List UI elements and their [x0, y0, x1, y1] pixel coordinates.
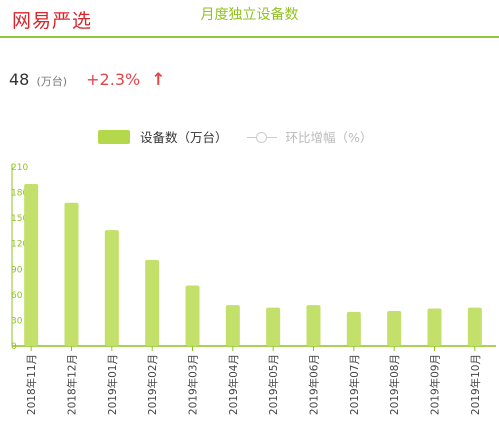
kpi-unit: (万台) — [36, 75, 68, 88]
x-tick-label: 2019年07月 — [348, 354, 361, 415]
bar-2019年03月[interactable] — [185, 285, 200, 346]
y-tick-label: 0 — [11, 342, 17, 352]
y-tick-label: 210 — [11, 163, 28, 173]
x-tick-label: 2019年08月 — [388, 354, 401, 415]
y-tick-label: 30 — [11, 316, 23, 326]
bar-2019年07月[interactable] — [346, 311, 361, 346]
bar-2019年04月[interactable] — [225, 305, 240, 346]
x-tick-label: 2018年11月 — [25, 354, 38, 415]
x-tick-label: 2019年02月 — [146, 354, 159, 415]
page-title: 月度独立设备数 — [200, 7, 299, 23]
legend-label-devices[interactable]: 设备数（万台） — [139, 130, 228, 145]
x-tick-label: 2019年03月 — [187, 354, 200, 415]
x-tick-label: 2018年12月 — [66, 354, 79, 415]
brand-logo: 网易严选 — [12, 10, 93, 32]
x-tick-label: 2019年01月 — [106, 354, 119, 415]
x-tick-label: 2019年04月 — [227, 354, 240, 415]
bar-2019年10月[interactable] — [467, 307, 482, 346]
x-tick-label: 2019年06月 — [308, 354, 321, 415]
bar-2018年11月[interactable] — [24, 184, 39, 346]
y-tick-label: 150 — [11, 214, 28, 224]
bar-2019年02月[interactable] — [145, 259, 160, 346]
bar-2019年05月[interactable] — [266, 307, 281, 346]
y-tick-label: 60 — [11, 291, 23, 301]
kpi-change: +2.3% — [86, 70, 141, 89]
bar-2019年08月[interactable] — [387, 311, 402, 346]
bar-2018年12月[interactable] — [64, 202, 79, 346]
bar-2019年01月[interactable] — [104, 230, 119, 346]
chart-legend: 设备数（万台） 环比增幅（%） — [98, 127, 372, 145]
y-tick-label: 180 — [11, 189, 28, 199]
x-tick-label: 2019年10月 — [469, 354, 482, 415]
legend-swatch-devices[interactable] — [98, 129, 130, 144]
legend-line-marker-icon[interactable] — [247, 131, 278, 143]
y-tick-label: 120 — [11, 240, 28, 250]
x-tick-label: 2019年05月 — [267, 354, 280, 415]
legend-label-growth[interactable]: 环比增幅（%） — [285, 130, 373, 145]
bar-2019年09月[interactable] — [427, 308, 442, 346]
x-tick-label: 2019年09月 — [429, 354, 442, 415]
bar-2019年06月[interactable] — [306, 305, 321, 346]
top-bar: 网易严选 月度独立设备数 — [0, 0, 499, 40]
kpi-value: 48 — [9, 70, 30, 89]
up-arrow-icon: ↑ — [151, 70, 166, 90]
y-tick-label: 90 — [11, 265, 23, 275]
header-divider — [0, 36, 499, 38]
kpi-summary: 48 (万台) +2.3% ↑ — [9, 70, 166, 92]
bar-chart: 0 30 60 90 120 150 180 210 2018年11月 2018年12月 2019年… — [11, 163, 496, 415]
